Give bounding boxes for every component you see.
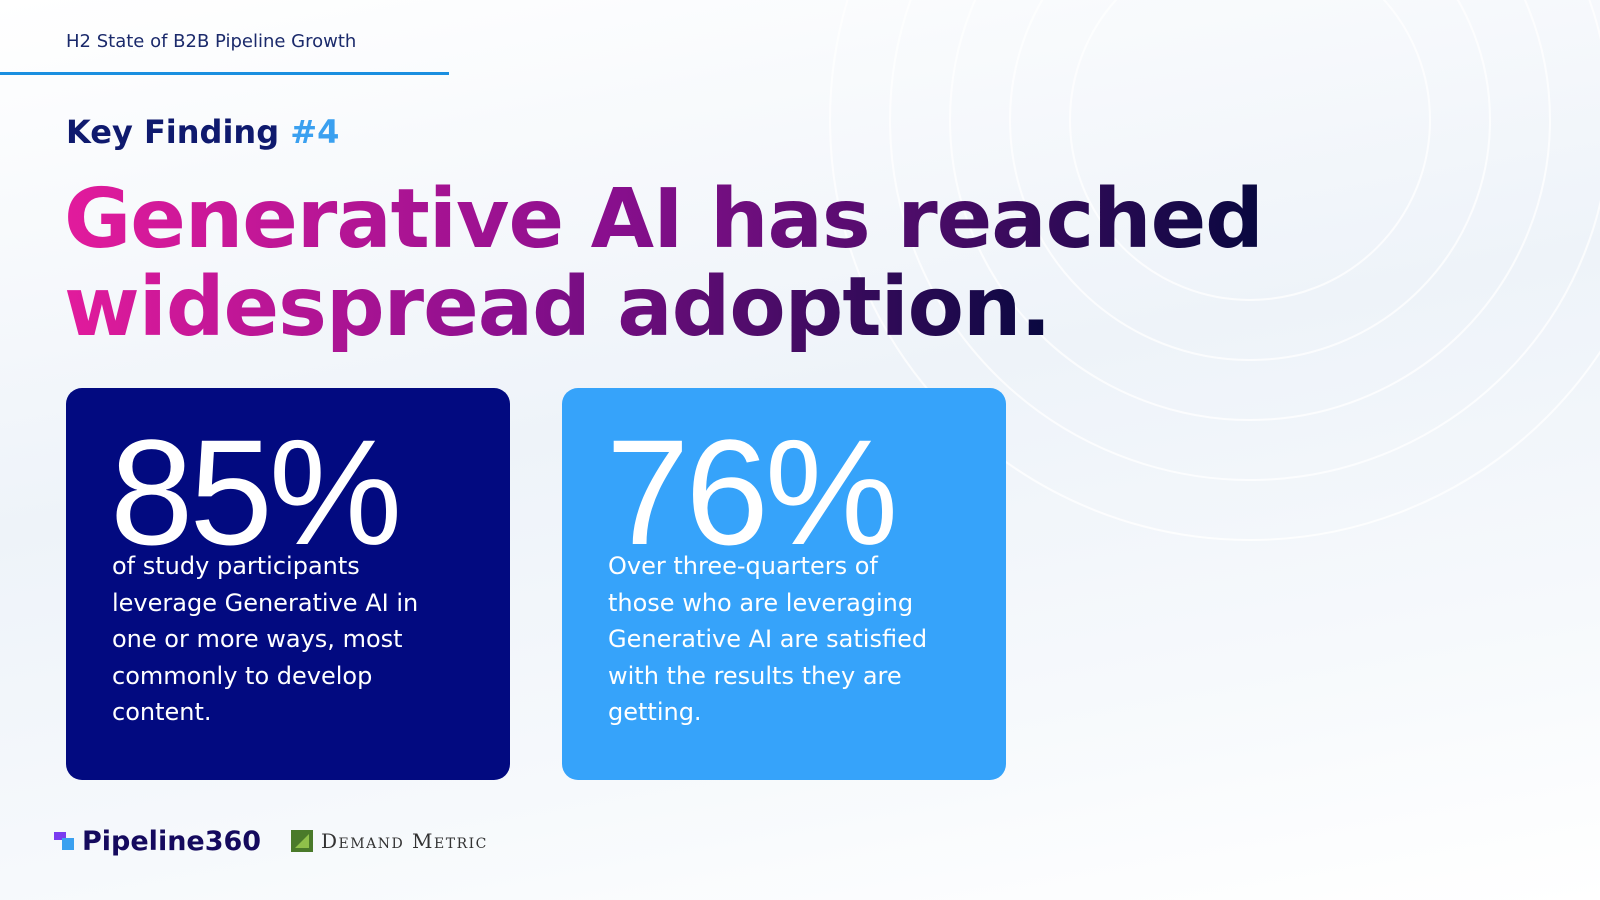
stat-description: of study participants leverage Generativ… [112,552,419,726]
finding-text: Key Finding [66,113,280,151]
stat-value: 76% [606,408,898,576]
logo-text: Pipeline360 [82,826,262,857]
stat-value: 85% [110,408,402,576]
stat-card: 85% of study participants leverage Gener… [66,388,510,780]
stat-card: 76% Over three-quarters of those who are… [562,388,1006,780]
finding-number: #4 [290,113,340,151]
headline: Generative AI has reached widespread ado… [64,172,1264,355]
header-rule [0,72,449,75]
headline-line: Generative AI has reached [64,172,1264,267]
logo-icon [291,830,313,852]
logo-demand-metric: Demand Metric [291,829,488,853]
logo-icon [54,831,74,850]
header-title: H2 State of B2B Pipeline Growth [66,31,357,52]
finding-label: Key Finding #4 [66,113,339,151]
logo-text: Demand Metric [321,829,488,853]
stat-description: Over three-quarters of those who are lev… [608,552,928,726]
logo-pipeline360: Pipeline360 [54,826,261,857]
headline-line: widespread adoption. [64,260,1052,355]
